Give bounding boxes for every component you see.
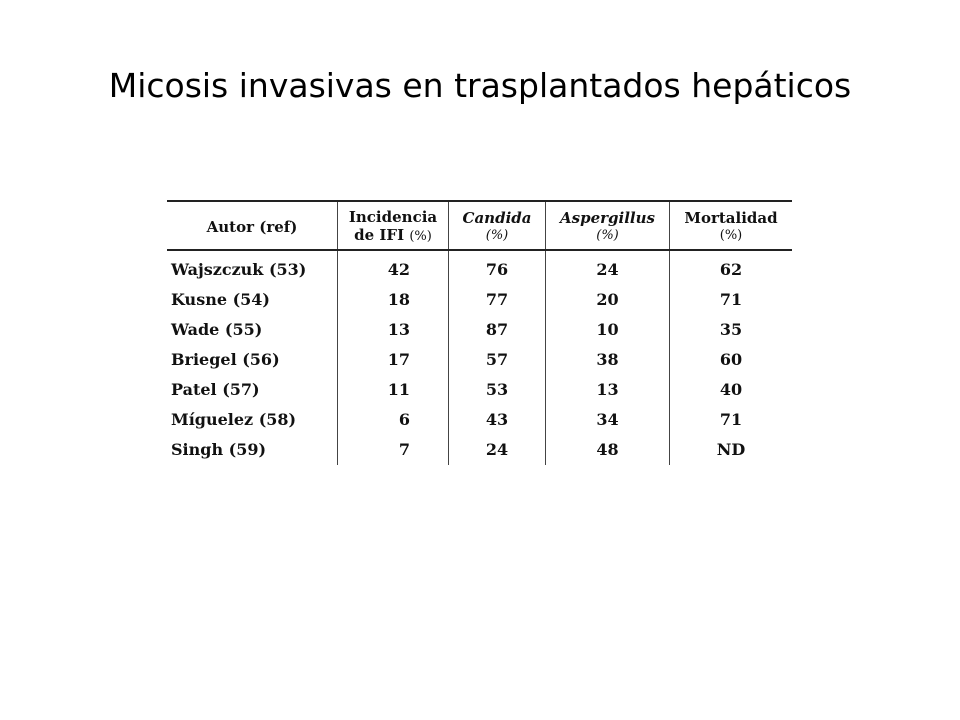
cell-autor: Briegel (56) bbox=[171, 350, 280, 369]
table-row: Briegel (56) 17 57 38 60 bbox=[167, 345, 792, 375]
header-incidencia-line1: Incidencia bbox=[348, 208, 438, 226]
cell-aspergillus: 38 bbox=[545, 345, 670, 375]
table-header-row: Autor (ref) Incidencia de IFI (%) Candid… bbox=[167, 201, 792, 250]
cell-aspergillus: 20 bbox=[545, 285, 670, 315]
cell-candida: 53 bbox=[448, 375, 546, 405]
cell-autor: Wajszczuk (53) bbox=[171, 260, 307, 279]
header-mortalidad-label: Mortalidad bbox=[684, 209, 778, 227]
incidence-table: Autor (ref) Incidencia de IFI (%) Candid… bbox=[167, 200, 792, 465]
data-table-container: Autor (ref) Incidencia de IFI (%) Candid… bbox=[167, 200, 792, 465]
cell-incidencia: 42 bbox=[337, 250, 449, 285]
cell-aspergillus: 34 bbox=[545, 405, 670, 435]
table-row: Míguelez (58) 6 43 34 71 bbox=[167, 405, 792, 435]
cell-mortalidad: 62 bbox=[669, 250, 792, 285]
cell-candida: 87 bbox=[448, 315, 546, 345]
cell-mortalidad: 35 bbox=[669, 315, 792, 345]
cell-candida: 57 bbox=[448, 345, 546, 375]
cell-aspergillus: 48 bbox=[545, 435, 670, 465]
header-incidencia-line2: de IFI bbox=[354, 226, 405, 244]
header-aspergillus: Aspergillus (%) bbox=[545, 201, 670, 250]
cell-incidencia: 13 bbox=[337, 315, 449, 345]
cell-mortalidad: 40 bbox=[669, 375, 792, 405]
cell-mortalidad: ND bbox=[669, 435, 792, 465]
header-candida-unit: (%) bbox=[485, 228, 509, 243]
header-incidencia: Incidencia de IFI (%) bbox=[337, 201, 449, 250]
cell-incidencia: 17 bbox=[337, 345, 449, 375]
table-row: Kusne (54) 18 77 20 71 bbox=[167, 285, 792, 315]
header-incidencia-unit: (%) bbox=[409, 229, 432, 244]
table-row: Wade (55) 13 87 10 35 bbox=[167, 315, 792, 345]
header-candida: Candida (%) bbox=[448, 201, 546, 250]
cell-mortalidad: 71 bbox=[669, 405, 792, 435]
cell-candida: 24 bbox=[448, 435, 546, 465]
cell-aspergillus: 10 bbox=[545, 315, 670, 345]
cell-autor: Patel (57) bbox=[171, 380, 260, 399]
table-row: Singh (59) 7 24 48 ND bbox=[167, 435, 792, 465]
header-mortalidad-unit: (%) bbox=[719, 228, 743, 243]
cell-autor: Singh (59) bbox=[171, 440, 267, 459]
header-aspergillus-unit: (%) bbox=[596, 228, 619, 243]
header-autor: Autor (ref) bbox=[167, 201, 338, 250]
cell-aspergillus: 13 bbox=[545, 375, 670, 405]
cell-mortalidad: 71 bbox=[669, 285, 792, 315]
cell-autor: Kusne (54) bbox=[171, 290, 270, 309]
cell-aspergillus: 24 bbox=[545, 250, 670, 285]
cell-mortalidad: 60 bbox=[669, 345, 792, 375]
header-mortalidad: Mortalidad (%) bbox=[669, 201, 792, 250]
header-autor-label: Autor (ref) bbox=[206, 218, 298, 236]
cell-autor: Míguelez (58) bbox=[171, 410, 297, 429]
cell-incidencia: 7 bbox=[337, 435, 449, 465]
cell-incidencia: 6 bbox=[337, 405, 449, 435]
cell-autor: Wade (55) bbox=[171, 320, 263, 339]
slide-title: Micosis invasivas en trasplantados hepát… bbox=[108, 66, 852, 105]
cell-candida: 43 bbox=[448, 405, 546, 435]
header-aspergillus-label: Aspergillus bbox=[560, 209, 655, 227]
cell-incidencia: 11 bbox=[337, 375, 449, 405]
header-candida-label: Candida bbox=[462, 209, 532, 227]
table-row: Patel (57) 11 53 13 40 bbox=[167, 375, 792, 405]
cell-incidencia: 18 bbox=[337, 285, 449, 315]
cell-candida: 77 bbox=[448, 285, 546, 315]
cell-candida: 76 bbox=[448, 250, 546, 285]
table-row: Wajszczuk (53) 42 76 24 62 bbox=[167, 250, 792, 285]
